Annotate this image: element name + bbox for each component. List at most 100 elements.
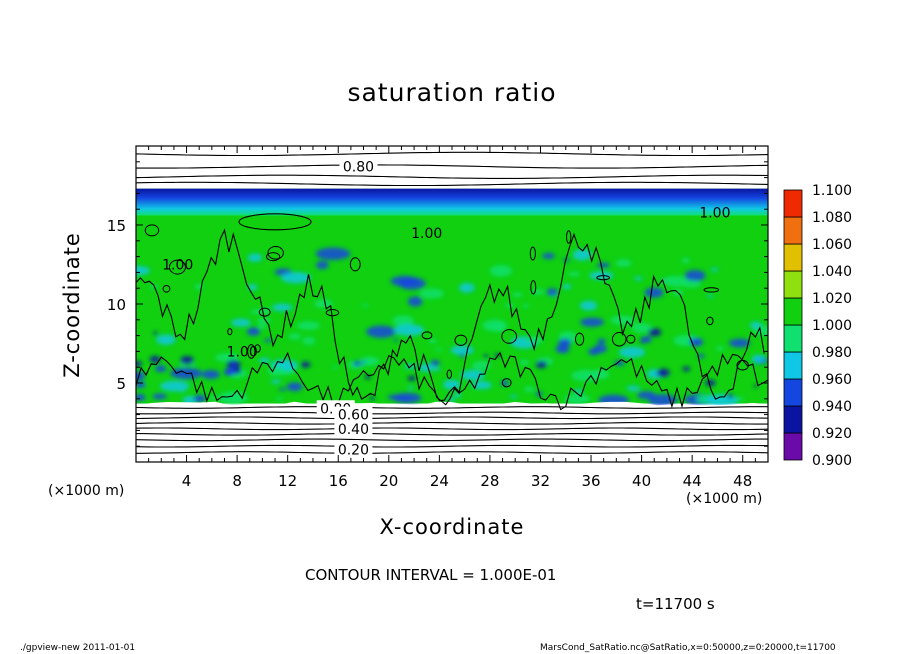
subsaturated-patch [201, 369, 220, 379]
x-tick-label: 8 [232, 472, 242, 490]
subsaturated-patch [278, 387, 287, 391]
low-saturation-patch [674, 398, 679, 401]
x-unit-label-right: (×1000 m) [686, 491, 763, 507]
subsaturated-patch [489, 264, 513, 277]
subsaturated-patch [597, 262, 610, 268]
subsaturated-patch [392, 315, 414, 326]
y-tick-label: 15 [107, 217, 126, 235]
contour-label: 0.80 [343, 160, 374, 176]
colorbar-label: 1.080 [812, 210, 852, 226]
subsaturated-patch [316, 260, 329, 270]
low-saturation-patch [149, 355, 161, 363]
x-tick-label: 32 [531, 472, 550, 490]
low-saturation-patch [500, 380, 509, 386]
subsaturated-patch [615, 259, 632, 267]
colorbar-label: 1.020 [812, 291, 852, 307]
subsaturated-patch [460, 369, 485, 381]
subsaturated-patch [684, 269, 706, 282]
subsaturated-patch [418, 363, 435, 372]
subsaturated-patch [706, 294, 714, 298]
subsaturated-patch [390, 275, 419, 287]
low-saturation-patch [459, 354, 465, 358]
contour-loop [349, 257, 361, 272]
subsaturated-patch [407, 296, 423, 307]
subsaturated-patch [511, 292, 523, 298]
colorbar-label: 1.060 [812, 237, 852, 253]
x-tick-label: 4 [182, 472, 192, 490]
contour-loop [227, 328, 233, 336]
colorbar-swatch [783, 189, 803, 218]
colorbar-label: 1.000 [812, 318, 852, 334]
colorbar-label: 1.040 [812, 264, 852, 280]
subsaturated-patch [275, 397, 284, 401]
subsaturated-patch [314, 299, 333, 308]
low-saturation-patch [224, 367, 237, 376]
low-saturation-patch [231, 363, 237, 367]
subsaturated-patch [271, 379, 281, 384]
contour-line [136, 406, 768, 409]
contour-line [136, 164, 768, 169]
contour-loop [706, 316, 714, 326]
low-saturation-patch [362, 360, 367, 364]
subsaturated-patch [178, 389, 185, 393]
subsaturated-patch [681, 257, 690, 264]
contour-line [136, 427, 768, 431]
subsaturated-patch [472, 360, 492, 370]
subsaturated-patch [710, 267, 719, 272]
contour-label-bg [334, 420, 373, 436]
colorbar-swatch [783, 432, 803, 461]
y-axis-label: Z-coordinate [60, 232, 84, 378]
low-saturation-patch [535, 361, 548, 369]
contour-loop [611, 332, 627, 347]
low-saturation-patch [656, 368, 670, 377]
subsaturated-patch [509, 394, 518, 399]
colorbar-label: 0.920 [812, 426, 852, 442]
subsaturated-patch [259, 324, 266, 329]
subsaturated-patch [482, 319, 508, 332]
contour-interval-text: CONTOUR INTERVAL = 1.000E-01 [305, 566, 557, 584]
x-tick-label: 40 [632, 472, 651, 490]
subsaturated-patch [361, 303, 369, 308]
x-tick-label: 12 [278, 472, 297, 490]
subsaturated-patch [159, 380, 190, 392]
subsaturated-patch [572, 249, 592, 261]
subsaturated-patch [419, 288, 444, 299]
contour-loop [454, 334, 468, 346]
subsaturated-patch [626, 385, 641, 391]
subsaturated-patch [332, 365, 339, 369]
low-saturation-patch [136, 361, 142, 367]
low-saturation-patch [682, 366, 691, 372]
contour-loop [574, 332, 585, 346]
low-saturation-patch [640, 336, 652, 343]
contour-loop [266, 252, 281, 262]
x-tick-label: 48 [733, 472, 752, 490]
x-tick-label: 16 [329, 472, 348, 490]
footer-left: ./gpview-new 2011-01-01 [20, 643, 136, 653]
colorbar-swatch [783, 270, 803, 299]
subsaturated-patch [156, 334, 176, 345]
low-saturation-patch [597, 338, 606, 344]
low-saturation-patch [353, 361, 362, 367]
y-tick-label: 5 [116, 375, 126, 393]
subsaturated-patch [296, 321, 321, 330]
low-saturation-patch [193, 395, 206, 403]
contour-line [136, 416, 768, 420]
low-saturation-patch [393, 338, 399, 342]
subsaturated-patch [136, 266, 151, 276]
low-saturation-patch [753, 384, 758, 388]
subsaturated-patch [247, 284, 258, 291]
contour-loop [267, 245, 284, 260]
subsaturated-patch [152, 393, 167, 400]
x-tick-label: 36 [581, 472, 600, 490]
subsaturated-patch [258, 358, 271, 363]
x-tick-label: 44 [683, 472, 702, 490]
subsaturated-patch [519, 359, 529, 366]
colorbar-swatch [783, 351, 803, 380]
low-saturation-patch [155, 365, 167, 373]
subsaturated-patch [210, 395, 216, 399]
contour-label: 1.00 [411, 226, 442, 242]
subsaturated-patch [407, 386, 414, 390]
contour-label-bg [334, 406, 373, 422]
